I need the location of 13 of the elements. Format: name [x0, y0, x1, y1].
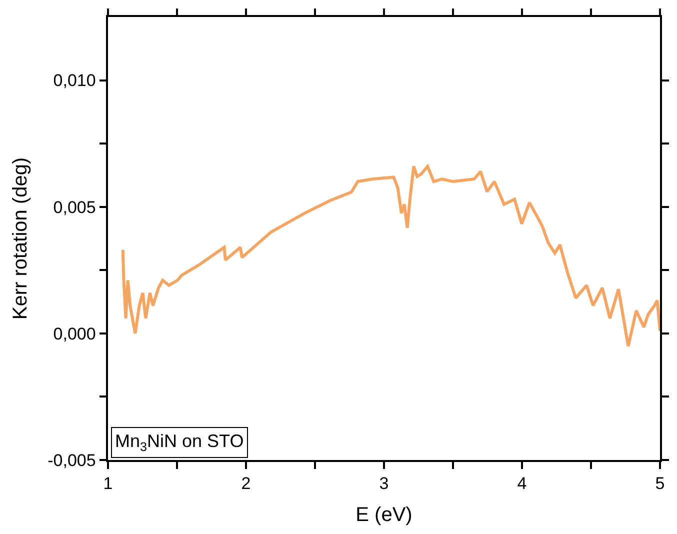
y-tick-label: 0,000 [53, 324, 96, 344]
y-tick-label: 0,010 [53, 71, 96, 90]
x-tick-label: 2 [241, 474, 251, 494]
y-axis-title: Kerr rotation (deg) [10, 157, 32, 320]
x-axis-title: E (eV) [356, 504, 412, 526]
x-tick-label: 4 [517, 474, 527, 494]
y-tick-label: -0,005 [48, 450, 96, 470]
y-tick-label: 0,005 [53, 198, 96, 217]
x-tick-label: 3 [379, 474, 389, 494]
x-tick-label: 5 [655, 474, 665, 494]
line-series [121, 164, 660, 348]
annotation: Mn$_{3}$NiN on STO [115, 431, 244, 454]
x-tick-label: 1 [103, 474, 113, 494]
